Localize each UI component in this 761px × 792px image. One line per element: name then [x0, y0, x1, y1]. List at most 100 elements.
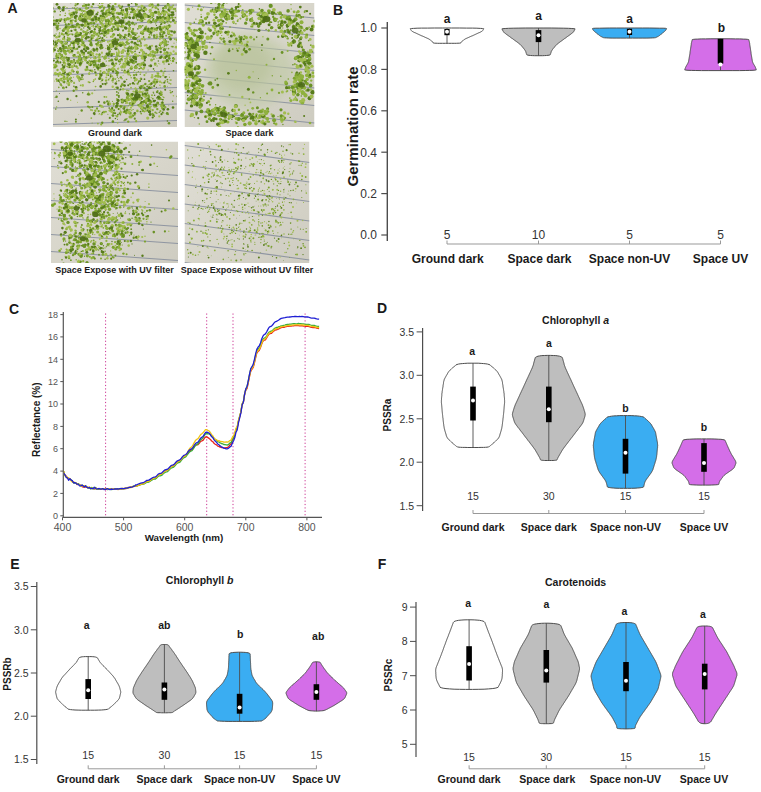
svg-text:6: 6 — [53, 444, 58, 454]
svg-text:Germination rate: Germination rate — [344, 66, 361, 186]
svg-text:2.0: 2.0 — [399, 456, 414, 468]
svg-text:a: a — [469, 345, 475, 357]
svg-text:3.5: 3.5 — [399, 326, 414, 338]
svg-text:9: 9 — [402, 601, 408, 613]
svg-text:12: 12 — [48, 377, 58, 387]
svg-text:0.0: 0.0 — [360, 228, 377, 242]
svg-text:Space UV: Space UV — [292, 773, 340, 785]
svg-text:ab: ab — [158, 619, 170, 631]
svg-text:a: a — [622, 605, 628, 617]
svg-text:15: 15 — [620, 751, 632, 763]
svg-text:16: 16 — [48, 332, 58, 342]
svg-text:Space dark: Space dark — [521, 521, 577, 533]
svg-text:PSSRc: PSSRc — [383, 658, 394, 691]
svg-text:b: b — [718, 21, 725, 35]
svg-text:10: 10 — [48, 399, 58, 409]
svg-text:8: 8 — [402, 635, 408, 647]
svg-text:15: 15 — [467, 490, 479, 502]
svg-text:a: a — [444, 12, 451, 26]
svg-text:1.5: 1.5 — [14, 753, 29, 765]
svg-text:800: 800 — [298, 521, 316, 533]
svg-text:0.2: 0.2 — [360, 187, 377, 201]
svg-text:Space dark: Space dark — [136, 773, 192, 785]
svg-text:Space non-UV: Space non-UV — [204, 773, 275, 785]
svg-text:15: 15 — [311, 749, 323, 761]
svg-text:Ground dark: Ground dark — [88, 128, 143, 138]
svg-text:15: 15 — [698, 490, 710, 502]
svg-text:a: a — [700, 608, 706, 620]
svg-text:15: 15 — [463, 751, 475, 763]
svg-text:14: 14 — [48, 355, 58, 365]
svg-text:1.0: 1.0 — [360, 21, 377, 35]
svg-text:30: 30 — [540, 751, 552, 763]
svg-text:b: b — [237, 628, 243, 640]
svg-text:2.0: 2.0 — [14, 710, 29, 722]
svg-text:18: 18 — [48, 310, 58, 320]
svg-text:Space Expose without UV filter: Space Expose without UV filter — [181, 265, 314, 275]
svg-text:Space dark: Space dark — [225, 128, 274, 138]
svg-text:Reflectance (%): Reflectance (%) — [31, 382, 42, 456]
svg-text:Ground dark: Ground dark — [438, 773, 501, 785]
svg-text:PSSRb: PSSRb — [2, 657, 13, 690]
svg-text:500: 500 — [115, 521, 133, 533]
svg-text:6: 6 — [402, 704, 408, 716]
svg-text:10: 10 — [532, 228, 546, 242]
svg-text:30: 30 — [159, 749, 171, 761]
svg-text:B: B — [333, 2, 343, 18]
svg-text:A: A — [8, 0, 18, 16]
svg-text:Wavelength (nm): Wavelength (nm) — [145, 532, 224, 543]
svg-text:Carotenoids: Carotenoids — [545, 576, 606, 588]
svg-text:Ground dark: Ground dark — [441, 521, 504, 533]
svg-text:700: 700 — [237, 521, 255, 533]
svg-text:Chlorophyll b: Chlorophyll b — [166, 574, 234, 586]
svg-text:Space UV: Space UV — [680, 773, 728, 785]
svg-text:a: a — [84, 619, 90, 631]
svg-text:Space non-UV: Space non-UV — [590, 521, 661, 533]
svg-text:2: 2 — [53, 489, 58, 499]
svg-text:a: a — [465, 597, 471, 609]
svg-text:a: a — [626, 12, 633, 26]
svg-text:F: F — [378, 556, 387, 572]
svg-text:15: 15 — [234, 749, 246, 761]
svg-text:Space dark: Space dark — [507, 252, 571, 266]
svg-text:0: 0 — [53, 511, 58, 521]
svg-text:8: 8 — [53, 422, 58, 432]
svg-text:15: 15 — [620, 490, 632, 502]
svg-text:7: 7 — [402, 670, 408, 682]
svg-text:30: 30 — [543, 490, 555, 502]
svg-text:D: D — [377, 300, 387, 316]
svg-text:a: a — [546, 337, 552, 349]
svg-text:3.0: 3.0 — [14, 624, 29, 636]
svg-text:15: 15 — [82, 749, 94, 761]
svg-text:Ground dark: Ground dark — [412, 252, 484, 266]
svg-text:15: 15 — [699, 751, 711, 763]
svg-text:Space non-UV: Space non-UV — [590, 773, 661, 785]
svg-text:5: 5 — [444, 228, 451, 242]
svg-text:2.5: 2.5 — [399, 413, 414, 425]
svg-text:0.6: 0.6 — [360, 104, 377, 118]
svg-text:a: a — [543, 598, 549, 610]
svg-text:1.5: 1.5 — [399, 500, 414, 512]
svg-text:Space dark: Space dark — [519, 773, 575, 785]
svg-text:400: 400 — [54, 521, 72, 533]
svg-text:Ground dark: Ground dark — [57, 773, 120, 785]
svg-text:4: 4 — [53, 466, 58, 476]
svg-text:Space UV: Space UV — [693, 252, 748, 266]
svg-text:b: b — [622, 402, 628, 414]
svg-text:Space UV: Space UV — [680, 521, 728, 533]
svg-text:5: 5 — [626, 228, 633, 242]
svg-text:3.5: 3.5 — [14, 580, 29, 592]
svg-text:3.0: 3.0 — [399, 369, 414, 381]
svg-text:b: b — [701, 421, 707, 433]
svg-text:5: 5 — [402, 738, 408, 750]
svg-text:2.5: 2.5 — [14, 667, 29, 679]
svg-text:ab: ab — [312, 630, 324, 642]
svg-text:0.8: 0.8 — [360, 63, 377, 77]
svg-text:a: a — [535, 9, 542, 23]
svg-text:E: E — [10, 556, 19, 572]
svg-text:PSSRa: PSSRa — [382, 398, 393, 431]
svg-text:0.4: 0.4 — [360, 146, 377, 160]
svg-text:Space non-UV: Space non-UV — [589, 252, 670, 266]
svg-text:Chlorophyll a: Chlorophyll a — [542, 314, 609, 326]
svg-text:Space Expose with UV filter: Space Expose with UV filter — [55, 265, 174, 275]
